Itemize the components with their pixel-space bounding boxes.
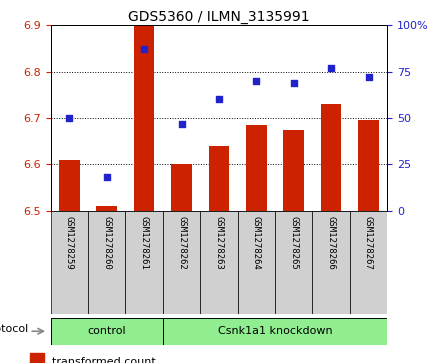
Bar	[96, 206, 117, 211]
Bar	[51, 211, 88, 314]
Bar	[358, 120, 379, 211]
Text: GSM1278261: GSM1278261	[139, 216, 149, 269]
Text: GSM1278267: GSM1278267	[364, 216, 373, 269]
Bar	[163, 211, 200, 314]
Bar	[59, 160, 80, 211]
Bar	[200, 211, 238, 314]
Bar	[238, 211, 275, 314]
Bar	[312, 211, 350, 314]
Bar	[125, 211, 163, 314]
Point	[216, 97, 222, 102]
Text: GSM1278260: GSM1278260	[102, 216, 111, 269]
Point	[290, 80, 297, 86]
Text: GSM1278262: GSM1278262	[177, 216, 186, 269]
Title: GDS5360 / ILMN_3135991: GDS5360 / ILMN_3135991	[128, 11, 310, 24]
Bar	[88, 211, 125, 314]
Point	[141, 46, 148, 52]
Bar	[134, 25, 154, 211]
Text: GSM1278264: GSM1278264	[252, 216, 261, 269]
Bar	[283, 130, 304, 211]
Text: GSM1278263: GSM1278263	[214, 216, 224, 269]
Point	[253, 78, 260, 84]
Bar	[163, 318, 387, 345]
Text: GSM1278266: GSM1278266	[326, 216, 336, 269]
Point	[103, 174, 110, 180]
Text: protocol: protocol	[0, 323, 28, 334]
Text: control: control	[88, 326, 126, 336]
Bar	[30, 353, 44, 363]
Bar	[350, 211, 387, 314]
Text: transformed count: transformed count	[52, 357, 156, 363]
Bar	[275, 211, 312, 314]
Bar	[51, 318, 163, 345]
Bar	[321, 104, 341, 211]
Bar	[246, 125, 267, 211]
Bar	[209, 146, 229, 211]
Bar	[171, 164, 192, 211]
Text: GSM1278265: GSM1278265	[289, 216, 298, 269]
Text: Csnk1a1 knockdown: Csnk1a1 knockdown	[218, 326, 332, 336]
Point	[365, 74, 372, 80]
Text: GSM1278259: GSM1278259	[65, 216, 74, 269]
Point	[178, 121, 185, 126]
Point	[66, 115, 73, 121]
Point	[327, 65, 335, 71]
